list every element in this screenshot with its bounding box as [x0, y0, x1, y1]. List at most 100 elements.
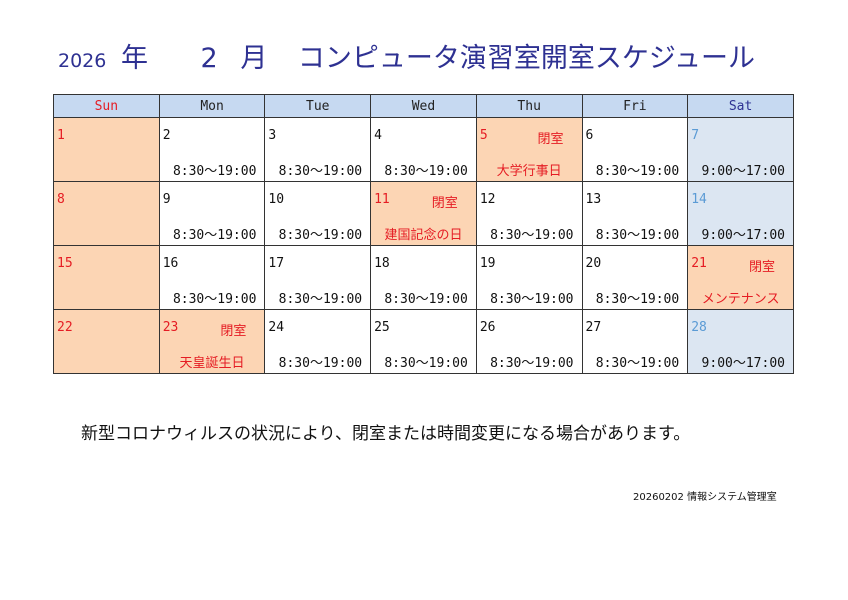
opening-hours: 8:30～19:00 — [384, 164, 468, 179]
calendar-day: 9 8:30～19:00 — [158, 181, 266, 246]
closure-reason: 天皇誕生日 — [179, 356, 245, 371]
day-number: 27 — [585, 320, 602, 335]
calendar-day: 6 8:30～19:00 — [581, 117, 689, 182]
opening-hours: 8:30～19:00 — [172, 228, 257, 243]
calendar-day: 15 — [53, 245, 160, 310]
calendar-day: 12 8:30～19:00 — [475, 181, 583, 246]
day-number: 25 — [374, 320, 390, 335]
day-number: 13 — [585, 192, 602, 207]
opening-hours: 8:30～19:00 — [595, 292, 680, 307]
opening-hours: 8:30～19:00 — [172, 292, 257, 307]
opening-hours: 9:00～17:00 — [701, 228, 785, 243]
day-number: 12 — [479, 192, 496, 207]
day-number: 6 — [585, 128, 594, 143]
calendar-day: 24 8:30～19:00 — [264, 309, 372, 374]
title-month-unit: 月 — [240, 43, 268, 74]
day-number: 23 — [162, 320, 179, 335]
calendar-day: 5 閉室大学行事日 — [475, 117, 583, 182]
weekday-header: Thu — [475, 94, 583, 118]
day-number: 17 — [268, 256, 285, 271]
day-number: 5 — [479, 128, 488, 143]
opening-hours: 8:30～19:00 — [384, 356, 468, 371]
day-number: 7 — [691, 128, 700, 143]
opening-hours: 8:30～19:00 — [490, 356, 574, 371]
opening-hours: 8:30～19:00 — [490, 228, 574, 243]
title-year-unit: 年 — [120, 43, 148, 74]
opening-hours: 8:30～19:00 — [595, 356, 680, 371]
opening-hours: 8:30～19:00 — [278, 356, 363, 371]
calendar-week: 15 16 8:30～19:00 17 8:30～19:00 18 8:30～19:00 19… — [53, 245, 794, 310]
calendar-day: 27 8:30～19:00 — [581, 309, 689, 374]
day-number: 24 — [268, 320, 285, 335]
calendar-table: Sun Mon Tue Wed Thu Fri Sat 1 2 8:30～19:00 3 8:30～… — [53, 94, 794, 374]
calendar-day: 21 閉室メンテナンス — [687, 245, 794, 310]
calendar-day: 17 8:30～19:00 — [264, 245, 372, 310]
calendar-day: 16 8:30～19:00 — [158, 245, 266, 310]
closed-label: 閉室 — [220, 324, 247, 339]
day-number: 2 — [162, 128, 171, 143]
calendar-day: 7 9:00～17:00 — [687, 117, 794, 182]
day-number: 19 — [479, 256, 496, 271]
calendar-day: 19 8:30～19:00 — [475, 245, 583, 310]
opening-hours: 8:30～19:00 — [278, 292, 363, 307]
closure-reason: 建国記念の日 — [384, 228, 463, 243]
day-number: 14 — [691, 192, 707, 207]
calendar-day: 26 8:30～19:00 — [475, 309, 583, 374]
day-number: 21 — [691, 256, 707, 271]
opening-hours: 8:30～19:00 — [595, 228, 680, 243]
calendar-day: 28 9:00～17:00 — [687, 309, 794, 374]
title-month: 2 — [200, 43, 218, 74]
weekday-header: Tue — [264, 94, 372, 118]
calendar-week: 8 9 8:30～19:00 10 8:30～19:00 11 閉室建国記念の日 12 8:30… — [53, 181, 794, 246]
closure-reason: 大学行事日 — [496, 164, 562, 179]
calendar-day: 4 8:30～19:00 — [370, 117, 477, 182]
weekday-header: Sat — [687, 94, 794, 118]
title-name: コンピュータ演習室開室スケジュール — [297, 43, 756, 74]
day-number: 26 — [479, 320, 496, 335]
calendar-day: 20 8:30～19:00 — [581, 245, 689, 310]
title-year: 2026 — [58, 50, 107, 72]
calendar-day: 25 8:30～19:00 — [370, 309, 477, 374]
closed-label: 閉室 — [431, 196, 458, 211]
day-number: 22 — [57, 320, 73, 335]
day-number: 9 — [162, 192, 171, 207]
calendar-week: 22 23 閉室天皇誕生日 24 8:30～19:00 25 8:30～19:00 26 8:3… — [53, 309, 794, 374]
day-number: 11 — [374, 192, 390, 207]
day-number: 3 — [268, 128, 277, 143]
closed-label: 閉室 — [537, 132, 564, 147]
weekday-header: Wed — [370, 94, 477, 118]
opening-hours: 8:30～19:00 — [278, 228, 363, 243]
calendar-day: 11 閉室建国記念の日 — [370, 181, 477, 246]
notice-text: 新型コロナウィルスの状況により、閉室または時間変更になる場合があります。 — [81, 424, 691, 444]
calendar-week: 1 2 8:30～19:00 3 8:30～19:00 4 8:30～19:00 5 閉室大学行… — [53, 117, 794, 182]
opening-hours: 8:30～19:00 — [595, 164, 680, 179]
weekday-header: Fri — [581, 94, 689, 118]
weekday-header: Sun — [53, 94, 160, 118]
page-title: 2026 年 2 月 コンピュータ演習室開室スケジュール — [58, 36, 755, 75]
footer-text: 20260202 情報システム管理室 — [633, 492, 777, 503]
day-number: 10 — [268, 192, 285, 207]
opening-hours: 9:00～17:00 — [701, 164, 785, 179]
day-number: 18 — [374, 256, 390, 271]
day-number: 4 — [374, 128, 382, 143]
calendar-day: 14 9:00～17:00 — [687, 181, 794, 246]
day-number: 15 — [57, 256, 73, 271]
opening-hours: 8:30～19:00 — [384, 292, 468, 307]
day-number: 28 — [691, 320, 707, 335]
opening-hours: 8:30～19:00 — [490, 292, 574, 307]
weekday-header: Mon — [158, 94, 266, 118]
calendar-day: 2 8:30～19:00 — [158, 117, 266, 182]
calendar-day: 3 8:30～19:00 — [264, 117, 372, 182]
closure-reason: メンテナンス — [701, 292, 780, 307]
opening-hours: 8:30～19:00 — [172, 164, 257, 179]
closed-label: 閉室 — [748, 260, 775, 275]
opening-hours: 8:30～19:00 — [278, 164, 363, 179]
calendar-day: 18 8:30～19:00 — [370, 245, 477, 310]
calendar-day: 22 — [53, 309, 160, 374]
day-number: 20 — [585, 256, 602, 271]
calendar-day: 13 8:30～19:00 — [581, 181, 689, 246]
calendar-day: 8 — [53, 181, 160, 246]
day-number: 1 — [57, 128, 65, 143]
calendar-day: 10 8:30～19:00 — [264, 181, 372, 246]
day-number: 16 — [162, 256, 179, 271]
